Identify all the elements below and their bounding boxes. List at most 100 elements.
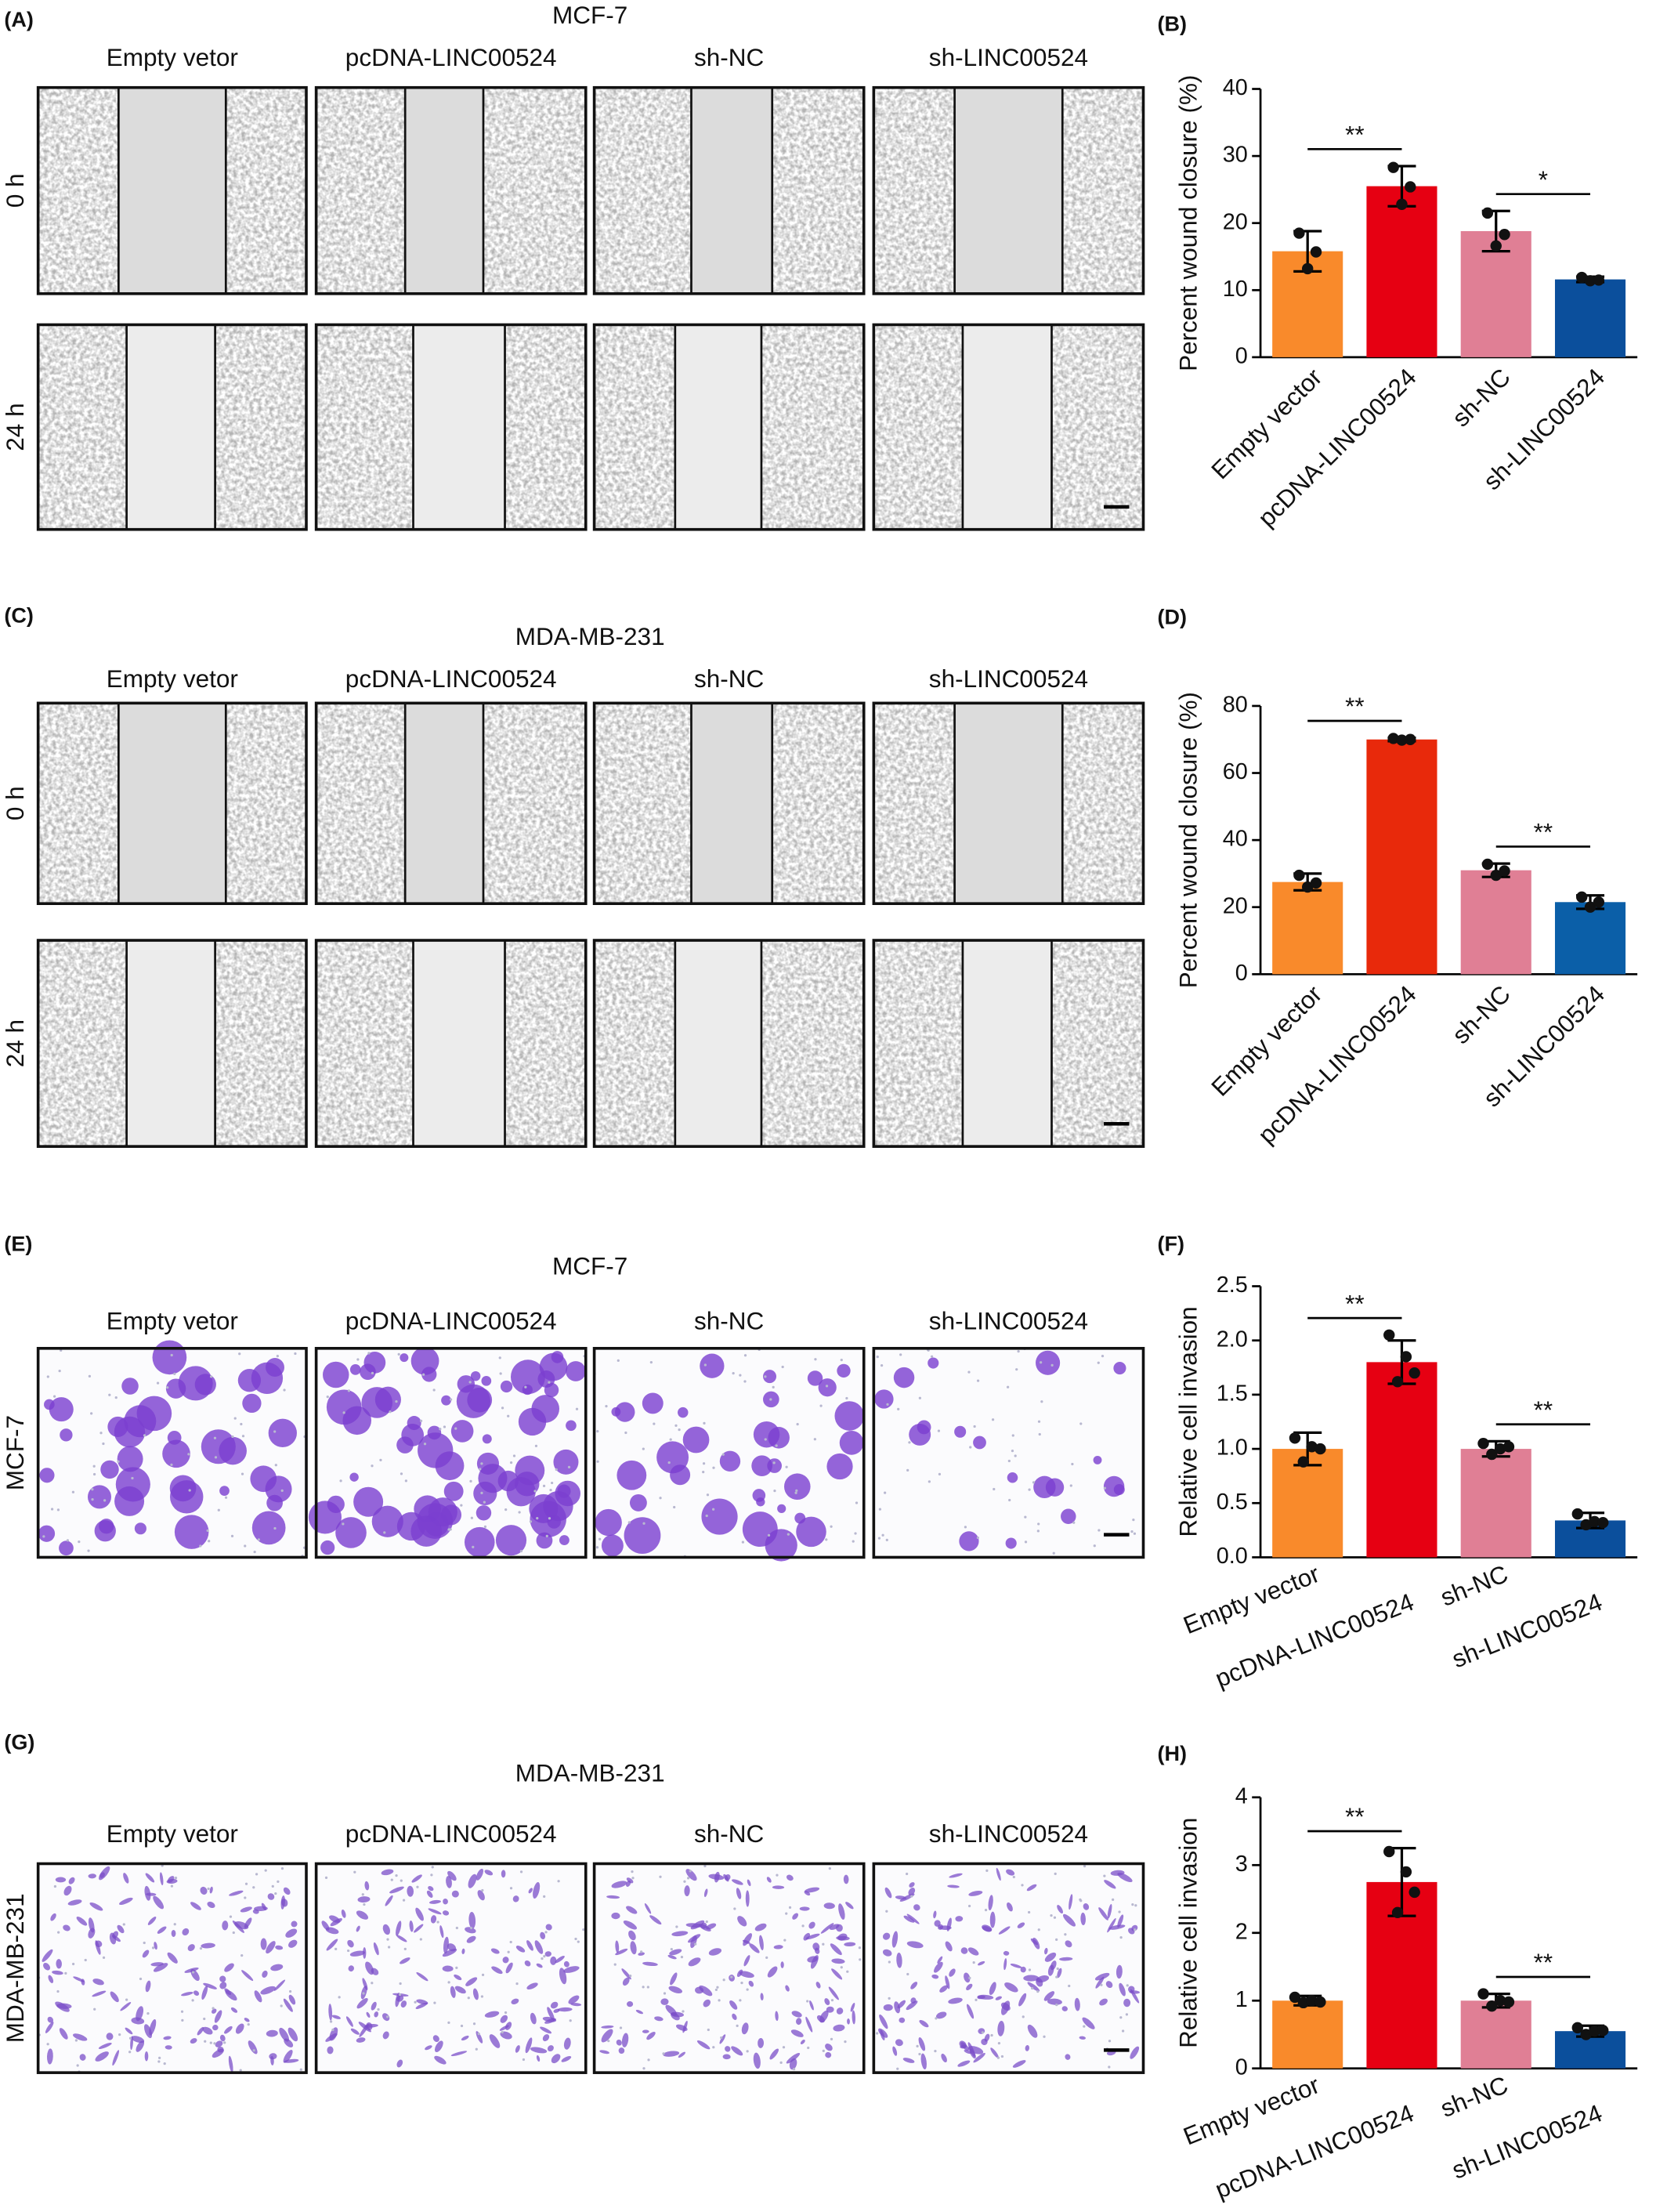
- stained-cell: [143, 2024, 153, 2039]
- pore: [447, 2021, 450, 2025]
- stained-cell: [665, 2004, 677, 2016]
- pore: [223, 2041, 226, 2044]
- stained-cell: [989, 1911, 996, 1928]
- y-tick-label: 0: [1235, 961, 1248, 986]
- stained-cell: [995, 1996, 1002, 2000]
- pore: [1011, 1449, 1014, 1453]
- column-header: sh-LINC00524: [929, 43, 1088, 71]
- stained-cell: [626, 1877, 634, 1884]
- stained-cell: [623, 1920, 638, 1930]
- pore: [972, 1960, 975, 1964]
- pore: [529, 1520, 533, 1523]
- pore: [1055, 2004, 1058, 2007]
- stained-cell: [990, 2047, 999, 2058]
- stained-cell: [737, 1916, 747, 1927]
- data-point: [1576, 891, 1588, 903]
- stained-cell: [540, 2026, 552, 2034]
- stained-cell: [283, 1887, 291, 1895]
- stained-cell: [722, 2054, 731, 2060]
- pore: [1056, 1967, 1059, 1971]
- stained-cell: [732, 1879, 743, 1885]
- stained-cell: [193, 1990, 200, 1996]
- stained-cell: [275, 1945, 284, 1950]
- pore: [702, 1462, 706, 1465]
- pore: [772, 1461, 776, 1464]
- pore: [1037, 1928, 1040, 1931]
- stained-cell: [568, 1995, 580, 2004]
- pore: [187, 1453, 190, 1456]
- pore: [367, 1352, 371, 1355]
- stained-cell: [551, 2054, 561, 2064]
- pore: [170, 1353, 173, 1357]
- data-point: [1502, 1441, 1515, 1453]
- stained-cell: [356, 1910, 369, 1920]
- y-tick-label: 30: [1223, 143, 1248, 168]
- pore: [214, 1456, 218, 1459]
- pore: [659, 1497, 662, 1500]
- stained-cell: [470, 1370, 481, 1381]
- stained-cell: [553, 1449, 579, 1475]
- pore: [1068, 1984, 1071, 1988]
- stained-cell: [629, 1493, 647, 1511]
- stained-cell: [229, 1890, 244, 1896]
- significance-label: **: [1345, 1802, 1365, 1830]
- stained-cell: [669, 1949, 682, 1956]
- pore: [825, 1538, 828, 1541]
- pore: [518, 1511, 521, 1514]
- image-frame: [872, 85, 1145, 295]
- image-frame: [592, 85, 866, 295]
- stained-cell: [430, 1915, 437, 1924]
- stained-cell: [542, 2034, 550, 2042]
- stained-cell: [144, 2051, 149, 2062]
- pore: [807, 2046, 810, 2050]
- pore: [993, 1487, 996, 1491]
- wound-gap: [962, 324, 1052, 530]
- data-point: [1405, 181, 1416, 193]
- pore: [56, 1989, 60, 1993]
- stained-cell: [287, 2027, 298, 2042]
- stained-cell: [667, 1954, 677, 1960]
- stained-cell: [476, 1868, 483, 1881]
- stained-cell: [805, 1933, 820, 1940]
- pore: [1121, 2029, 1125, 2033]
- stained-cell: [473, 1481, 497, 1506]
- stained-cell: [1095, 1976, 1105, 1989]
- stained-cell: [270, 1964, 284, 1971]
- pore: [1119, 1936, 1123, 1939]
- stained-cell: [439, 1925, 444, 1939]
- pore: [764, 1375, 767, 1378]
- stained-cell: [1001, 2000, 1011, 2015]
- pore: [880, 1364, 884, 1367]
- pore: [362, 1992, 365, 1995]
- stained-cell: [1130, 1989, 1140, 2004]
- stained-cell: [1057, 1905, 1063, 1914]
- pore: [128, 2051, 132, 2054]
- data-point: [1383, 1845, 1395, 1858]
- pore: [1032, 1481, 1036, 1484]
- stained-cell: [325, 2033, 338, 2042]
- pore: [930, 1355, 934, 1358]
- pore: [814, 1358, 817, 1361]
- pore: [548, 1517, 551, 1520]
- stained-cell: [468, 1912, 476, 1929]
- pore: [241, 1435, 245, 1438]
- stained-cell: [883, 2004, 893, 2011]
- stained-cell: [874, 1389, 894, 1409]
- image-frame: [314, 1346, 588, 1559]
- pore: [910, 1895, 913, 1898]
- pore: [1017, 1350, 1020, 1353]
- stained-cell: [1113, 1484, 1125, 1496]
- pore: [294, 1352, 297, 1356]
- pore: [102, 1956, 106, 1959]
- stained-cell: [547, 2007, 555, 2022]
- stained-cell: [831, 1958, 845, 1964]
- pore: [1015, 1368, 1018, 1371]
- row-label: MCF-7: [1, 1415, 29, 1490]
- stained-cell: [767, 1966, 778, 1978]
- stained-cell: [1130, 2046, 1140, 2059]
- stained-cell: [254, 1990, 262, 2003]
- stained-cell: [117, 1924, 125, 1934]
- pore: [967, 1904, 971, 1908]
- stained-cell: [1057, 1968, 1062, 1978]
- stained-cell: [1030, 1938, 1039, 1946]
